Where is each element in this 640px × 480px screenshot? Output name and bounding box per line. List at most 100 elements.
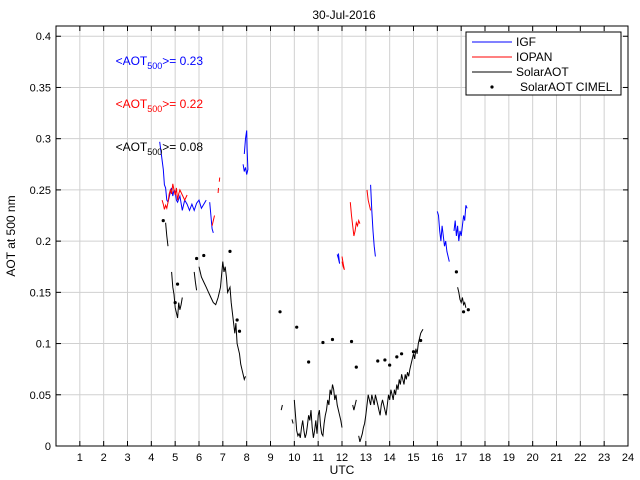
solaraot-cimel-point	[349, 339, 354, 344]
series-solaraot	[165, 222, 467, 443]
x-tick-label: 6	[196, 452, 202, 464]
series-solaraot-cimel	[161, 219, 470, 369]
solaraot-cimel-point	[376, 359, 380, 363]
solaraot-cimel-point	[461, 310, 466, 314]
solaraot-segment	[293, 384, 343, 438]
solaraot-cimel-point	[321, 340, 325, 345]
x-tick-label: 9	[267, 452, 273, 464]
solaraot-cimel-point	[466, 308, 470, 312]
y-tick-label: 0.15	[30, 287, 51, 299]
igf-segment	[336, 253, 341, 264]
x-tick-label: 3	[124, 452, 130, 464]
solaraot-segment	[165, 222, 169, 247]
igf-segment	[209, 202, 214, 234]
solaraot-segment	[193, 271, 198, 291]
x-tick-label: 19	[503, 452, 515, 464]
x-tick-label: 13	[360, 452, 372, 464]
x-tick-label: 18	[479, 452, 491, 464]
mean-aot-annotations: <AOT500>= 0.23 <AOT500>= 0.22 <AOT500>= 0.…	[116, 54, 204, 157]
x-tick-label: 22	[574, 452, 586, 464]
iopan-segment	[366, 189, 372, 211]
x-tick-label: 16	[431, 452, 443, 464]
mean-aot-annotation: <AOT500>= 0.22	[116, 97, 204, 114]
igf-segment	[453, 205, 468, 242]
solaraot-cimel-point	[195, 256, 199, 261]
y-tick-label: 0	[45, 441, 51, 453]
series-layer	[159, 130, 470, 443]
solaraot-cimel-point	[278, 310, 282, 314]
igf-segment	[436, 211, 450, 262]
legend-label-cimel: SolarAOT CIMEL	[520, 80, 613, 94]
iopan-segment	[211, 215, 215, 226]
igf-segment	[370, 184, 376, 257]
solaraot-cimel-point	[454, 270, 458, 274]
x-axis-ticks: 1 2 3 4 5 6 7 8 9 10 11 12 13 14 15 16 17 18 19 20 21 22 23 24	[77, 26, 634, 464]
x-tick-label: 10	[288, 452, 300, 464]
legend-label-iopan: IOPAN	[516, 50, 552, 64]
legend-label-solaraot: SolarAOT	[516, 65, 569, 79]
x-tick-label: 2	[101, 452, 107, 464]
x-tick-label: 14	[384, 452, 396, 464]
solaraot-cimel-point	[330, 337, 335, 342]
solaraot-cimel-point	[354, 365, 358, 369]
y-tick-label: 0.35	[30, 82, 51, 94]
solaraot-cimel-point	[175, 282, 180, 286]
solaraot-segment	[352, 399, 357, 411]
x-tick-label: 12	[336, 452, 348, 464]
iopan-segment	[161, 183, 188, 211]
x-tick-label: 1	[77, 452, 83, 464]
y-tick-label: 0.3	[36, 134, 51, 146]
x-tick-label: 7	[220, 452, 226, 464]
igf-segment	[159, 141, 207, 212]
y-axis-label: AOT at 500 nm	[4, 195, 18, 276]
x-tick-label: 15	[407, 452, 419, 464]
solaraot-segment	[457, 287, 467, 308]
solaraot-cimel-point	[383, 358, 387, 362]
solaraot-cimel-point	[307, 360, 311, 364]
iopan-segment	[341, 256, 345, 270]
solaraot-cimel-point	[228, 249, 232, 253]
x-tick-label: 4	[148, 452, 154, 464]
solaraot-segment	[358, 328, 424, 443]
solaraot-cimel-point	[411, 350, 416, 354]
x-tick-label: 23	[598, 452, 610, 464]
solaraot-cimel-point	[419, 338, 423, 343]
solaraot-cimel-point	[235, 318, 239, 322]
iopan-segment	[349, 202, 361, 237]
solaraot-cimel-point	[237, 329, 242, 333]
solaraot-segment	[291, 419, 294, 424]
solaraot-segment	[198, 261, 246, 382]
series-igf	[159, 130, 468, 264]
igf-segment	[242, 130, 249, 175]
x-tick-label: 21	[550, 452, 562, 464]
solaraot-cimel-point	[173, 300, 177, 305]
x-tick-label: 8	[244, 452, 250, 464]
mean-aot-annotation: <AOT500>= 0.23	[116, 54, 204, 71]
x-axis-label: UTC	[330, 463, 355, 477]
solaraot-cimel-point	[161, 219, 165, 223]
y-tick-label: 0.2	[36, 236, 51, 248]
y-axis-ticks: 0 0.05 0.1 0.15 0.2 0.25 0.3 0.35 0.4	[30, 31, 628, 453]
solaraot-cimel-point	[202, 253, 206, 258]
legend-label-igf: IGF	[516, 35, 536, 49]
chart-title: 30-Jul-2016	[312, 8, 376, 22]
x-tick-label: 24	[622, 452, 634, 464]
y-tick-label: 0.25	[30, 185, 51, 197]
y-tick-label: 0.1	[36, 339, 51, 351]
solaraot-segment	[280, 404, 283, 411]
solaraot-cimel-point	[388, 363, 392, 367]
legend-marker-cimel	[490, 85, 494, 89]
mean-aot-annotation: <AOT500>= 0.08	[116, 140, 204, 157]
series-iopan	[161, 177, 372, 270]
x-tick-label: 17	[455, 452, 467, 464]
x-tick-label: 20	[527, 452, 539, 464]
y-tick-label: 0.05	[30, 390, 51, 402]
y-tick-label: 0.4	[36, 31, 51, 43]
x-tick-label: 11	[312, 452, 323, 464]
solaraot-segment	[171, 271, 183, 319]
solaraot-cimel-point	[395, 355, 399, 359]
solaraot-cimel-point	[399, 352, 404, 356]
solaraot-cimel-point	[295, 325, 299, 329]
legend: IGF IOPAN SolarAOT SolarAOT CIMEL	[465, 31, 622, 96]
